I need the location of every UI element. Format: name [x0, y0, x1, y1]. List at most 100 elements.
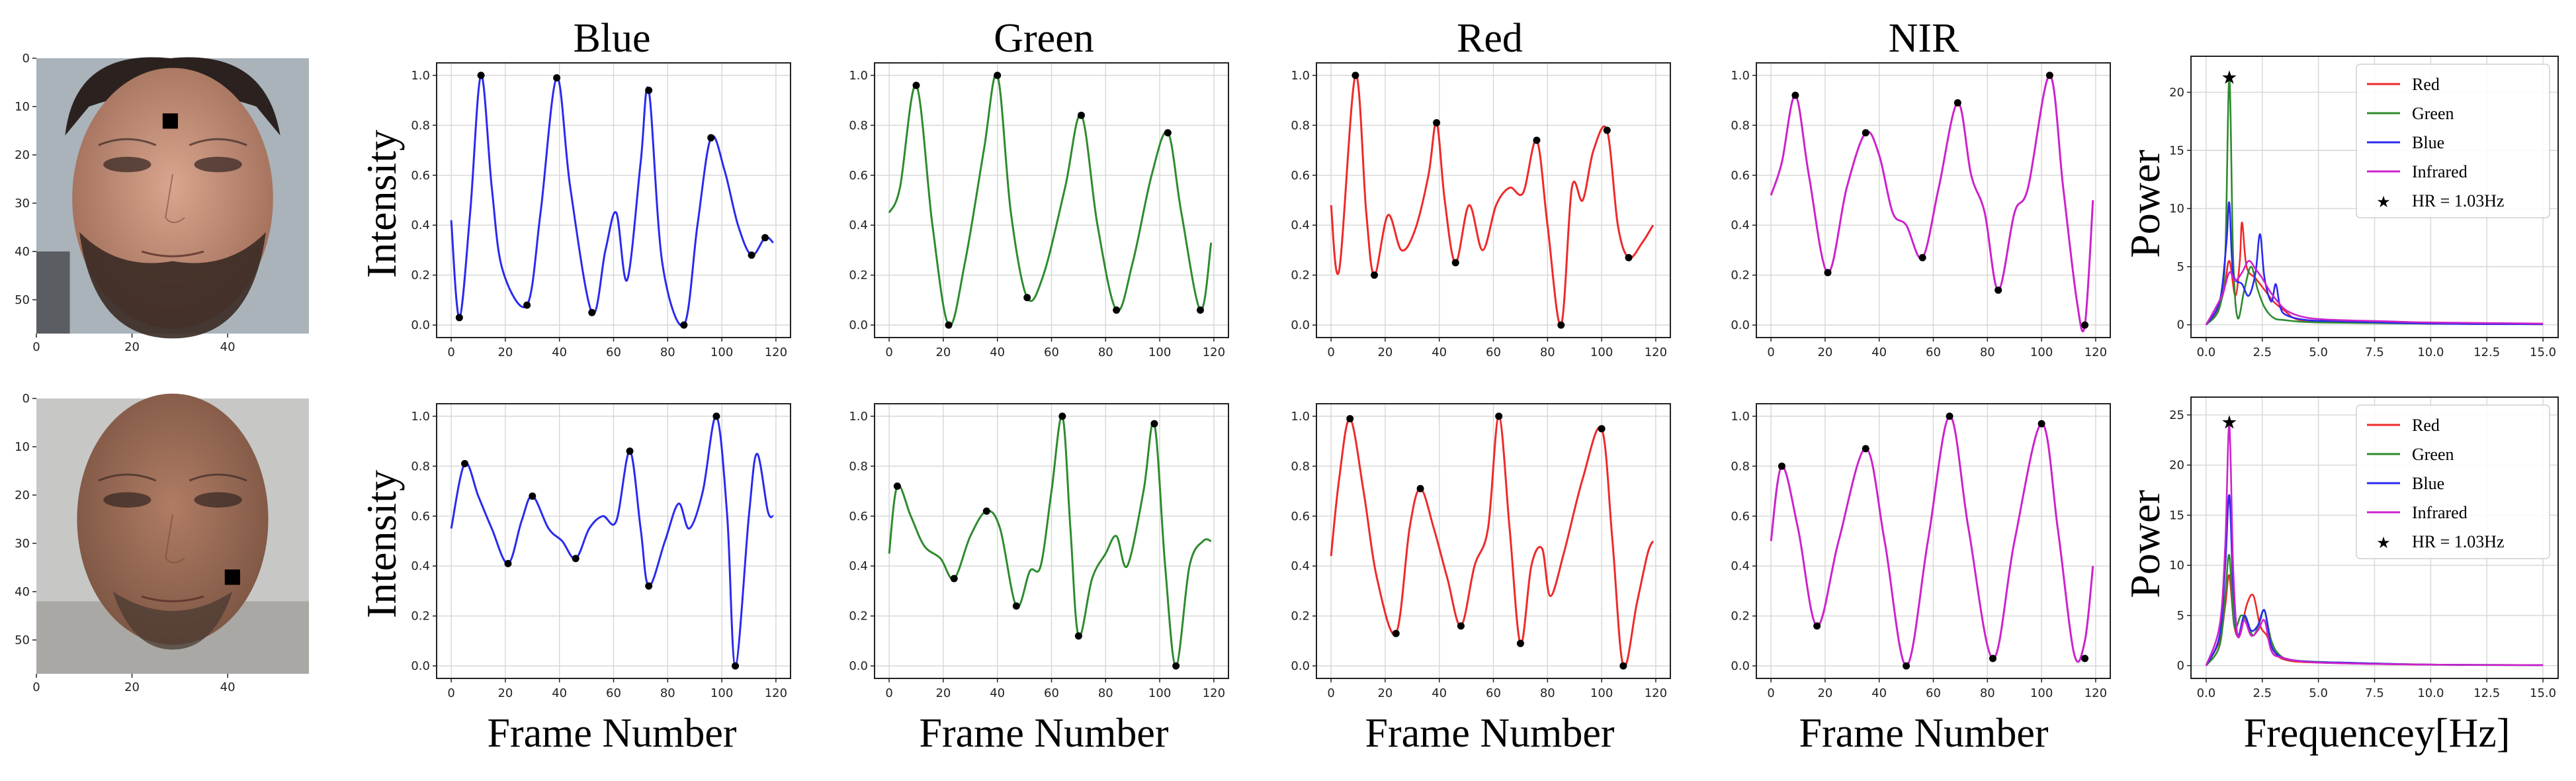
mouth — [141, 595, 204, 603]
y-tick-label: 20 — [2169, 85, 2184, 99]
series-line-infrared — [2205, 259, 2544, 326]
signal-line — [1330, 415, 1654, 668]
face-y-tick-label: 40 — [15, 585, 30, 599]
peak-point — [504, 559, 512, 567]
signal-line — [888, 73, 1213, 327]
face-y-tick-label: 40 — [15, 245, 30, 259]
peak-point — [1953, 99, 1961, 107]
legend-label-green: Green — [2412, 104, 2454, 123]
y-tick-label: 0.8 — [849, 118, 868, 132]
ylabel-intensity-row2: Intensity — [358, 470, 405, 618]
face-x-tick-label: 0 — [32, 340, 40, 354]
roi-marker — [224, 569, 240, 585]
y-tick-label: 1.0 — [411, 69, 430, 83]
y-tick-label: 10 — [2169, 202, 2184, 216]
peak-point — [1791, 91, 1799, 99]
y-tick-label: 0.6 — [1731, 510, 1750, 524]
y-tick-label: 0.0 — [849, 318, 868, 332]
legend-label-green: Green — [2412, 445, 2454, 464]
x-tick-label: 80 — [660, 686, 675, 700]
legend-label-red: Red — [2412, 75, 2440, 94]
legend-label-red: Red — [2412, 416, 2440, 435]
signal-line — [450, 415, 775, 667]
y-tick-label: 0.2 — [411, 269, 430, 283]
y-tick-label: 0.8 — [1731, 118, 1750, 132]
peak-point — [645, 87, 653, 94]
series-line-blue — [2205, 201, 2544, 326]
x-tick-label: 20 — [1377, 686, 1393, 700]
y-tick-label: 0 — [2177, 659, 2184, 673]
y-tick-label: 0.6 — [849, 510, 868, 524]
peak-point — [1862, 129, 1869, 137]
peak-point — [732, 662, 740, 670]
y-tick-label: 0.8 — [1291, 118, 1310, 132]
y-tick-label: 0.2 — [411, 610, 430, 623]
y-tick-label: 1.0 — [1731, 410, 1750, 424]
peak-point — [748, 252, 755, 259]
x-tick-label: 120 — [2084, 686, 2107, 700]
legend-box — [2356, 64, 2550, 218]
face-y-tick-label: 30 — [15, 197, 30, 210]
peak-point — [1457, 622, 1465, 630]
x-tick-label: 5.0 — [2309, 686, 2328, 700]
x-tick-label: 100 — [2030, 345, 2053, 359]
x-tick-label: 20 — [1817, 345, 1832, 359]
x-tick-label: 0 — [447, 686, 454, 700]
peak-point — [1392, 629, 1400, 637]
peak-point — [588, 308, 596, 316]
xlabel-frame-red: Frame Number — [1365, 711, 1614, 756]
face-x-tick-label: 20 — [124, 340, 140, 354]
y-tick-label: 0.2 — [849, 269, 868, 283]
y-tick-label: 0.2 — [1291, 610, 1310, 623]
x-tick-label: 0 — [1327, 686, 1334, 700]
x-tick-label: 0.0 — [2197, 345, 2216, 359]
x-tick-label: 60 — [606, 345, 621, 359]
x-tick-label: 100 — [710, 686, 733, 700]
y-tick-label: 0.8 — [1731, 459, 1750, 473]
right-eye — [194, 492, 242, 508]
y-tick-label: 0.2 — [1731, 269, 1750, 283]
x-tick-label: 0 — [885, 686, 892, 700]
x-tick-label: 0 — [1767, 686, 1774, 700]
chart-panel-r1-red: 0 20 40 60 80 100 120 0.0 0.2 0.4 0.6 0.8 1.0 — [1291, 62, 1671, 359]
hr-star-marker: ★ — [2221, 412, 2237, 434]
x-tick-label: 7.5 — [2365, 686, 2384, 700]
face-y-tick-label: 20 — [15, 488, 30, 502]
left-eyebrow — [98, 473, 157, 482]
legend-star-icon: ★ — [2376, 533, 2391, 552]
x-tick-label: 7.5 — [2365, 345, 2384, 359]
y-tick-label: 0.4 — [1731, 218, 1750, 232]
face-y-tick-label: 0 — [22, 52, 30, 66]
x-tick-label: 100 — [710, 345, 733, 359]
y-tick-label: 0.8 — [411, 118, 430, 132]
peak-point — [1995, 286, 2002, 294]
roi-marker — [162, 113, 178, 129]
x-tick-label: 60 — [606, 686, 621, 700]
x-tick-label: 2.5 — [2253, 686, 2272, 700]
right-eyebrow — [189, 138, 247, 146]
x-tick-label: 120 — [1203, 345, 1225, 359]
peak-point — [2045, 71, 2053, 79]
y-tick-label: 0.0 — [1291, 318, 1310, 332]
xlabel-frame-blue: Frame Number — [487, 711, 736, 756]
hr-star-marker: ★ — [2221, 67, 2237, 89]
x-tick-label: 120 — [1645, 686, 1667, 700]
peak-point — [1433, 119, 1441, 127]
x-tick-label: 120 — [1203, 686, 1225, 700]
legend-label-infrared: Infrared — [2412, 503, 2468, 522]
peak-point — [1989, 655, 1996, 663]
x-tick-label: 20 — [935, 686, 951, 700]
peak-point — [712, 412, 720, 420]
xlabel-frame-nir: Frame Number — [1799, 711, 2048, 756]
x-tick-label: 80 — [1980, 345, 1995, 359]
chart-panel-r2-blue: 0 20 40 60 80 100 120 0.0 0.2 0.4 0.6 0.8 1.0 — [411, 403, 791, 700]
y-tick-label: 0.4 — [1731, 559, 1750, 573]
x-tick-label: 2.5 — [2253, 345, 2272, 359]
xlabel-frame-green: Frame Number — [919, 711, 1168, 756]
x-tick-label: 120 — [1645, 345, 1667, 359]
peak-point — [1778, 462, 1785, 470]
legend: Red Green Blue Infrared ★ HR = 1.03Hz — [2356, 404, 2550, 559]
y-tick-label: 1.0 — [1291, 69, 1310, 83]
